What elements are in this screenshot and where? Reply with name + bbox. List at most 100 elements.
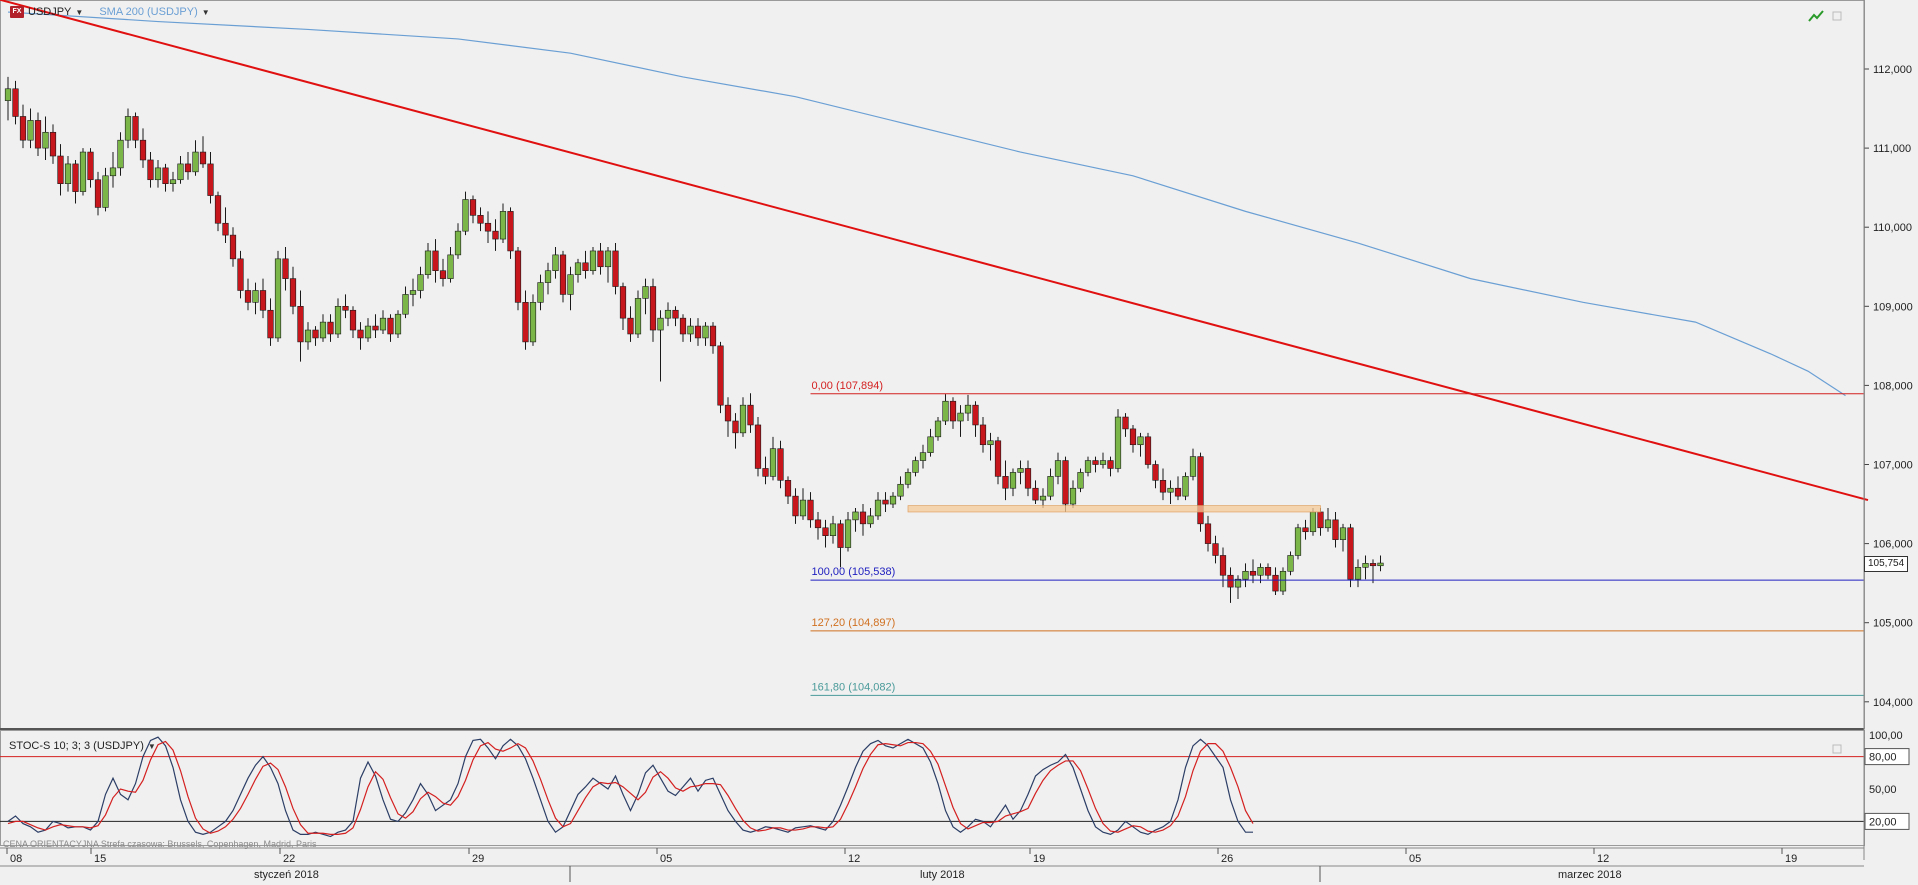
- candle-body[interactable]: [334, 305, 342, 335]
- candle-body[interactable]: [1122, 416, 1129, 430]
- candle-body[interactable]: [814, 519, 822, 529]
- candle-body[interactable]: [1002, 476, 1009, 489]
- candle-body[interactable]: [1309, 511, 1317, 533]
- candle-body[interactable]: [694, 325, 702, 339]
- candle-body[interactable]: [559, 254, 567, 295]
- candle-body[interactable]: [447, 254, 454, 279]
- candle-body[interactable]: [12, 88, 19, 117]
- trend-tool-icon[interactable]: [1808, 9, 1824, 23]
- candle-body[interactable]: [724, 404, 732, 422]
- candle-body[interactable]: [357, 329, 364, 339]
- candle-body[interactable]: [1212, 543, 1219, 556]
- candle-body[interactable]: [192, 151, 199, 173]
- candle-body[interactable]: [499, 211, 507, 240]
- candle-body[interactable]: [1242, 570, 1249, 580]
- candle-body[interactable]: [132, 116, 139, 141]
- candle-body[interactable]: [27, 120, 34, 141]
- candle-body[interactable]: [387, 317, 394, 335]
- candle-body[interactable]: [874, 499, 882, 517]
- candle-body[interactable]: [1084, 460, 1092, 473]
- candle-body[interactable]: [1092, 460, 1099, 465]
- candle-body[interactable]: [1347, 527, 1354, 580]
- candle-body[interactable]: [214, 195, 222, 224]
- candle-body[interactable]: [79, 151, 87, 192]
- candle-body[interactable]: [957, 412, 964, 422]
- candle-body[interactable]: [717, 345, 724, 406]
- stoch-dropdown-icon[interactable]: ▼: [147, 741, 156, 751]
- candle-body[interactable]: [844, 519, 852, 548]
- candle-body[interactable]: [117, 139, 124, 169]
- candle-body[interactable]: [1009, 472, 1017, 489]
- candle-body[interactable]: [574, 262, 582, 275]
- candle-body[interactable]: [1137, 436, 1144, 446]
- candle-body[interactable]: [244, 290, 252, 303]
- candle-body[interactable]: [1272, 574, 1279, 592]
- candle-body[interactable]: [274, 258, 282, 339]
- candle-body[interactable]: [252, 290, 259, 303]
- candle-body[interactable]: [492, 230, 499, 240]
- candle-body[interactable]: [364, 325, 372, 339]
- candle-body[interactable]: [529, 302, 537, 343]
- candle-body[interactable]: [1189, 456, 1197, 477]
- candle-body[interactable]: [1219, 555, 1227, 576]
- candle-body[interactable]: [747, 404, 754, 426]
- candle-body[interactable]: [1332, 519, 1339, 540]
- candle-body[interactable]: [867, 515, 874, 525]
- candle-body[interactable]: [34, 120, 42, 149]
- candle-body[interactable]: [57, 155, 64, 184]
- candle-body[interactable]: [1302, 527, 1309, 533]
- trendline[interactable]: [0, 0, 1869, 502]
- candle-body[interactable]: [739, 404, 747, 434]
- candle-body[interactable]: [1077, 472, 1084, 489]
- candle-body[interactable]: [184, 163, 192, 173]
- candle-body[interactable]: [409, 290, 417, 295]
- candle-body[interactable]: [829, 523, 837, 536]
- candle-body[interactable]: [1354, 567, 1362, 580]
- candle-body[interactable]: [852, 511, 859, 521]
- candle-body[interactable]: [972, 404, 979, 426]
- candle-body[interactable]: [934, 420, 942, 438]
- candle-body[interactable]: [1324, 519, 1332, 529]
- candle-body[interactable]: [64, 163, 72, 184]
- candle-body[interactable]: [19, 116, 27, 141]
- resistance-zone[interactable]: [907, 505, 1321, 513]
- candle-body[interactable]: [979, 424, 987, 446]
- candle-body[interactable]: [769, 448, 777, 477]
- candle-body[interactable]: [657, 317, 664, 331]
- candle-body[interactable]: [777, 448, 784, 481]
- candle-body[interactable]: [807, 499, 814, 521]
- candle-body[interactable]: [949, 400, 957, 422]
- candle-body[interactable]: [222, 222, 229, 236]
- symbol-label[interactable]: USDJPY: [28, 6, 72, 18]
- candle-body[interactable]: [1227, 574, 1234, 588]
- candle-body[interactable]: [462, 199, 469, 232]
- candle-body[interactable]: [964, 404, 972, 414]
- candle-body[interactable]: [1339, 527, 1347, 540]
- candle-body[interactable]: [349, 309, 357, 331]
- candle-body[interactable]: [1054, 460, 1062, 477]
- candle-body[interactable]: [634, 298, 642, 335]
- candle-body[interactable]: [604, 250, 612, 268]
- candle-body[interactable]: [4, 88, 12, 101]
- candle-body[interactable]: [94, 179, 102, 208]
- candle-body[interactable]: [304, 329, 312, 343]
- candle-body[interactable]: [139, 139, 147, 161]
- candle-body[interactable]: [147, 159, 154, 181]
- candle-body[interactable]: [544, 270, 552, 283]
- candle-body[interactable]: [87, 151, 94, 181]
- candle-body[interactable]: [927, 436, 934, 453]
- candle-body[interactable]: [537, 282, 544, 303]
- candle-body[interactable]: [882, 499, 889, 505]
- candle-body[interactable]: [282, 258, 289, 279]
- candle-body[interactable]: [1234, 578, 1242, 588]
- candle-body[interactable]: [1362, 563, 1369, 568]
- candle-body[interactable]: [904, 472, 912, 485]
- candle-body[interactable]: [837, 523, 844, 548]
- candle-body[interactable]: [1264, 567, 1272, 576]
- candle-body[interactable]: [207, 163, 214, 196]
- candle-body[interactable]: [267, 309, 274, 339]
- candle-body[interactable]: [799, 499, 807, 517]
- candle-body[interactable]: [372, 325, 379, 331]
- candle-body[interactable]: [1024, 468, 1032, 489]
- candle-body[interactable]: [49, 131, 57, 157]
